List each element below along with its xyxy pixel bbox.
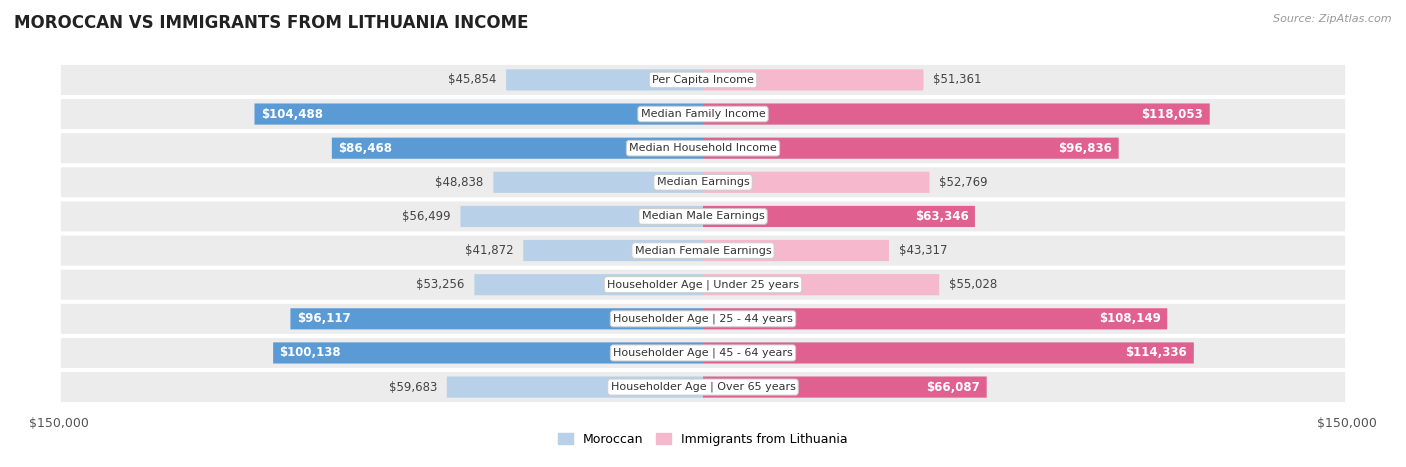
Text: $63,346: $63,346 bbox=[915, 210, 969, 223]
Text: $96,836: $96,836 bbox=[1059, 142, 1112, 155]
FancyBboxPatch shape bbox=[523, 240, 703, 261]
FancyBboxPatch shape bbox=[703, 138, 1119, 159]
FancyBboxPatch shape bbox=[474, 274, 703, 295]
Text: Householder Age | Under 25 years: Householder Age | Under 25 years bbox=[607, 279, 799, 290]
FancyBboxPatch shape bbox=[254, 104, 703, 125]
Text: Median Household Income: Median Household Income bbox=[628, 143, 778, 153]
Legend: Moroccan, Immigrants from Lithuania: Moroccan, Immigrants from Lithuania bbox=[553, 428, 853, 451]
FancyBboxPatch shape bbox=[59, 97, 1347, 131]
Text: $45,854: $45,854 bbox=[449, 73, 496, 86]
Text: Median Male Earnings: Median Male Earnings bbox=[641, 212, 765, 221]
FancyBboxPatch shape bbox=[59, 336, 1347, 370]
Text: $66,087: $66,087 bbox=[927, 381, 980, 394]
Text: MOROCCAN VS IMMIGRANTS FROM LITHUANIA INCOME: MOROCCAN VS IMMIGRANTS FROM LITHUANIA IN… bbox=[14, 14, 529, 32]
Text: $96,117: $96,117 bbox=[297, 312, 350, 325]
Text: $52,769: $52,769 bbox=[939, 176, 988, 189]
Text: $53,256: $53,256 bbox=[416, 278, 465, 291]
FancyBboxPatch shape bbox=[59, 63, 1347, 97]
FancyBboxPatch shape bbox=[332, 138, 703, 159]
FancyBboxPatch shape bbox=[273, 342, 703, 363]
Text: Householder Age | 45 - 64 years: Householder Age | 45 - 64 years bbox=[613, 348, 793, 358]
FancyBboxPatch shape bbox=[291, 308, 703, 329]
Text: Householder Age | 25 - 44 years: Householder Age | 25 - 44 years bbox=[613, 313, 793, 324]
Text: Median Family Income: Median Family Income bbox=[641, 109, 765, 119]
Text: Source: ZipAtlas.com: Source: ZipAtlas.com bbox=[1274, 14, 1392, 24]
Text: Median Female Earnings: Median Female Earnings bbox=[634, 246, 772, 255]
Text: $86,468: $86,468 bbox=[339, 142, 392, 155]
FancyBboxPatch shape bbox=[703, 274, 939, 295]
FancyBboxPatch shape bbox=[59, 200, 1347, 233]
Text: $118,053: $118,053 bbox=[1142, 107, 1204, 120]
FancyBboxPatch shape bbox=[703, 172, 929, 193]
FancyBboxPatch shape bbox=[59, 234, 1347, 267]
FancyBboxPatch shape bbox=[461, 206, 703, 227]
FancyBboxPatch shape bbox=[59, 166, 1347, 199]
FancyBboxPatch shape bbox=[494, 172, 703, 193]
FancyBboxPatch shape bbox=[59, 268, 1347, 301]
FancyBboxPatch shape bbox=[703, 342, 1194, 363]
Text: $48,838: $48,838 bbox=[436, 176, 484, 189]
FancyBboxPatch shape bbox=[703, 206, 974, 227]
FancyBboxPatch shape bbox=[703, 104, 1209, 125]
Text: $104,488: $104,488 bbox=[262, 107, 323, 120]
Text: $108,149: $108,149 bbox=[1099, 312, 1161, 325]
Text: $114,336: $114,336 bbox=[1126, 347, 1187, 360]
Text: $43,317: $43,317 bbox=[898, 244, 948, 257]
FancyBboxPatch shape bbox=[703, 308, 1167, 329]
Text: $100,138: $100,138 bbox=[280, 347, 342, 360]
FancyBboxPatch shape bbox=[506, 70, 703, 91]
Text: $51,361: $51,361 bbox=[934, 73, 981, 86]
FancyBboxPatch shape bbox=[703, 70, 924, 91]
Text: Householder Age | Over 65 years: Householder Age | Over 65 years bbox=[610, 382, 796, 392]
Text: Per Capita Income: Per Capita Income bbox=[652, 75, 754, 85]
FancyBboxPatch shape bbox=[703, 240, 889, 261]
Text: $41,872: $41,872 bbox=[465, 244, 513, 257]
Text: Median Earnings: Median Earnings bbox=[657, 177, 749, 187]
FancyBboxPatch shape bbox=[59, 302, 1347, 335]
Text: $55,028: $55,028 bbox=[949, 278, 997, 291]
FancyBboxPatch shape bbox=[59, 131, 1347, 165]
FancyBboxPatch shape bbox=[703, 376, 987, 398]
Text: $59,683: $59,683 bbox=[389, 381, 437, 394]
FancyBboxPatch shape bbox=[59, 370, 1347, 404]
FancyBboxPatch shape bbox=[447, 376, 703, 398]
Text: $56,499: $56,499 bbox=[402, 210, 451, 223]
